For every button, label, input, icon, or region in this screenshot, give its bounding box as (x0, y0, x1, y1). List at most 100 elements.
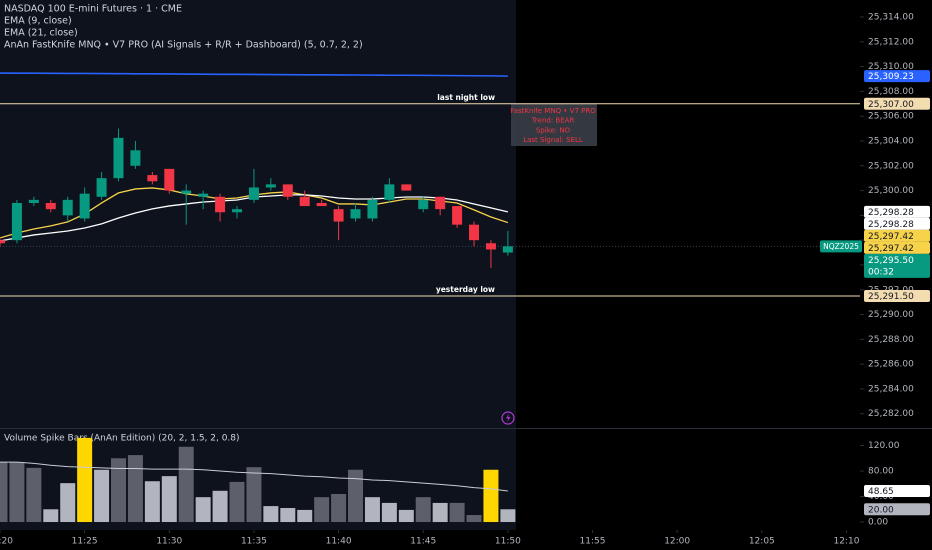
volume-bar (348, 469, 364, 523)
volume-bar (500, 509, 516, 523)
volume-bar (144, 481, 160, 523)
candle-body (113, 137, 124, 179)
candle-body (435, 196, 446, 210)
y-tick-label: 25,310.00 (868, 62, 914, 72)
candle-body (333, 209, 344, 222)
volume-bar (398, 509, 414, 523)
volume-bar (246, 467, 262, 523)
price-label: 25,297.42 (868, 244, 914, 254)
x-tick-label: 11:35 (241, 537, 267, 547)
y-tick-label: 25,314.00 (868, 12, 914, 22)
y-tick-label: 25,290.00 (868, 310, 914, 320)
x-tick-label: 12:00 (664, 537, 690, 547)
price-label-bg (864, 97, 930, 110)
volume-title: Volume Spike Bars (AnAn Edition) (20, 2,… (4, 434, 240, 444)
volume-bar (127, 455, 143, 523)
symbol-title: NASDAQ 100 E-mini Futures · 1 · CME (4, 4, 182, 15)
volume-bar (466, 515, 482, 523)
volume-y-tick-label: 40.00 (868, 492, 894, 502)
price-label: 25,295.50 (868, 256, 914, 266)
candle-body (299, 196, 310, 207)
volume-bar (483, 469, 499, 523)
y-tick-label: 25,312.00 (868, 37, 914, 47)
volume-bar (195, 497, 211, 523)
volume-bar (229, 481, 245, 523)
volume-bar (364, 497, 380, 523)
price-label-bg (864, 241, 930, 254)
price-label: 25,298.28 (868, 220, 914, 230)
dashboard-line: Trend: BEAR (531, 117, 575, 125)
x-tick-label: 11:30 (156, 537, 182, 547)
candle-body (232, 209, 243, 213)
main-pane (0, 0, 516, 428)
candle-body (384, 184, 395, 200)
candle-body (130, 150, 141, 166)
volume-bar (212, 490, 228, 523)
candle-body (316, 202, 327, 207)
candle-body (215, 196, 226, 213)
dashboard-line: Last Signal: SELL (523, 136, 583, 144)
volume-ma-line (0, 461, 508, 492)
candle-body (469, 224, 480, 241)
countdown: 00:32 (868, 267, 894, 277)
dashboard: FastKnife MNQ • V7 PRO Trend: BEARSpike: … (510, 104, 597, 146)
candle-body (79, 193, 90, 219)
volume-bar (297, 509, 313, 523)
dashboard-bg (511, 104, 597, 146)
candle-body (28, 199, 39, 203)
price-label-bg (864, 217, 930, 230)
price-label-bg (864, 205, 930, 218)
price-label: 25,307.00 (868, 100, 914, 110)
legend-indicator: AnAn FastKnife MNQ • V7 PRO (AI Signals … (4, 40, 363, 51)
level-label: last night low (437, 93, 495, 102)
y-tick-label: 25,308.00 (868, 87, 914, 97)
level-label: yesterday low (436, 285, 495, 294)
volume-bar (26, 467, 42, 523)
price-label-bg (864, 485, 930, 498)
candle-body (164, 168, 175, 191)
volume-bar (178, 446, 194, 523)
dashboard-line: FastKnife MNQ • V7 PRO (510, 107, 596, 115)
price-label: 25,309.23 (868, 72, 914, 82)
x-tick-label: 12:05 (749, 537, 775, 547)
price-label: 25,291.50 (868, 292, 914, 302)
price-label-bg (864, 289, 930, 302)
price-label: 25,298.28 (868, 208, 914, 218)
x-tick-label: 11:45 (410, 537, 436, 547)
volume-bar (449, 502, 465, 523)
y-tick-label: 25,306.00 (868, 112, 914, 122)
alert-circle (501, 411, 515, 425)
x-tick-label: 11:25 (72, 537, 98, 547)
x-tick-label: 11:40 (326, 537, 352, 547)
candle-body (367, 199, 378, 219)
y-tick-label: 25,284.00 (868, 384, 914, 394)
volume-bar (263, 506, 279, 523)
candle-body (502, 246, 513, 253)
candle-body (198, 193, 209, 197)
alert-icon[interactable] (501, 411, 515, 425)
legend-ema21: EMA (21, close) (4, 28, 78, 39)
volume-bar (331, 493, 347, 523)
price-label: 25,297.42 (868, 232, 914, 242)
candle-body (485, 243, 496, 250)
candle-body (282, 184, 293, 197)
candle-body (11, 202, 22, 241)
volume-bar (314, 497, 330, 523)
candle-body (62, 199, 73, 216)
volume-bar (432, 502, 448, 523)
y-tick-label: 25,302.00 (868, 161, 914, 171)
y-tick-label: 25,282.00 (868, 409, 914, 419)
volume-bar (111, 458, 127, 523)
candle-body (147, 175, 158, 182)
x-tick-label: 11:20 (0, 537, 13, 547)
volume-bar (43, 509, 59, 523)
price-label-bg (864, 229, 930, 242)
x-tick-label: 12:10 (833, 537, 859, 547)
price-label: 48.65 (868, 487, 894, 497)
x-tick-label: 11:50 (495, 537, 521, 547)
volume-bar (381, 502, 397, 523)
dashboard-line: Spike: NO (536, 126, 571, 134)
candle-body (452, 206, 463, 225)
volume-bar (161, 476, 177, 523)
volume-bar (0, 462, 8, 523)
